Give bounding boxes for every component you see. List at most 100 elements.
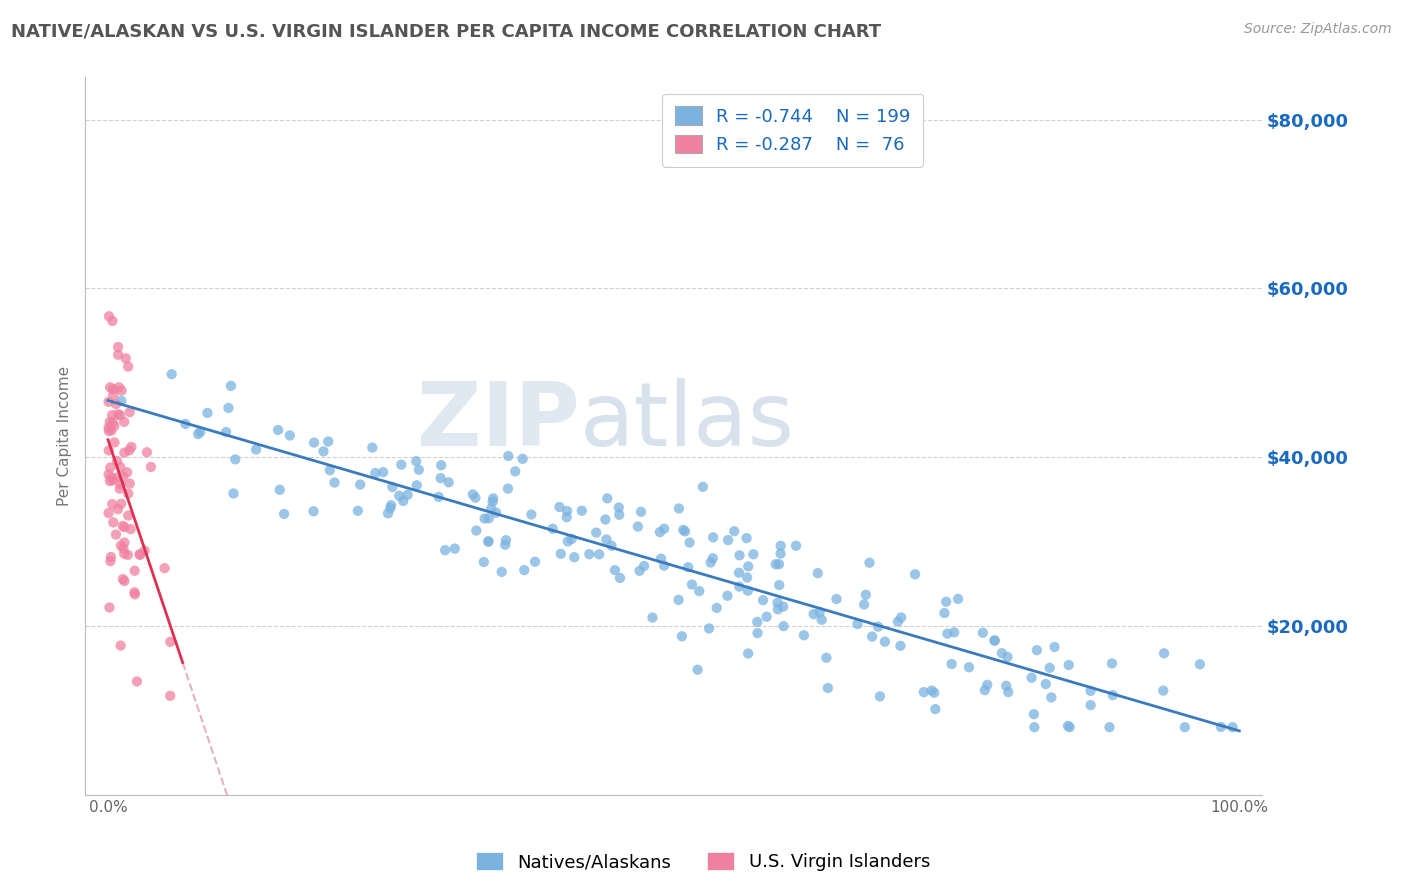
Point xyxy=(101,314,124,328)
Point xyxy=(692,480,714,494)
Point xyxy=(112,547,135,561)
Point xyxy=(219,379,242,393)
Point xyxy=(108,409,131,423)
Point xyxy=(347,504,370,518)
Point xyxy=(652,558,675,573)
Point xyxy=(513,563,536,577)
Text: Source: ZipAtlas.com: Source: ZipAtlas.com xyxy=(1244,22,1392,37)
Point xyxy=(585,525,607,540)
Point xyxy=(702,530,724,544)
Point xyxy=(976,678,998,692)
Point xyxy=(104,397,127,411)
Point xyxy=(603,563,626,577)
Point xyxy=(364,466,387,480)
Point xyxy=(936,626,959,640)
Point xyxy=(768,558,790,572)
Point xyxy=(887,615,910,629)
Point xyxy=(112,415,135,429)
Point xyxy=(562,550,585,565)
Point xyxy=(752,593,775,607)
Point xyxy=(273,507,295,521)
Point xyxy=(405,454,427,468)
Point xyxy=(702,551,724,566)
Point xyxy=(807,566,830,581)
Point xyxy=(120,440,142,454)
Point xyxy=(222,486,245,500)
Point xyxy=(136,445,159,459)
Point xyxy=(278,428,301,442)
Point xyxy=(100,471,122,485)
Point xyxy=(494,538,516,552)
Point xyxy=(97,506,120,520)
Point xyxy=(946,591,969,606)
Point xyxy=(609,571,631,585)
Point xyxy=(524,555,547,569)
Point xyxy=(1057,719,1080,733)
Point xyxy=(117,359,139,374)
Point xyxy=(107,340,129,354)
Point xyxy=(100,549,122,564)
Point xyxy=(97,467,120,482)
Point xyxy=(361,441,384,455)
Point xyxy=(1101,688,1123,702)
Point xyxy=(600,539,623,553)
Point xyxy=(890,610,912,624)
Point xyxy=(512,451,534,466)
Point xyxy=(118,405,141,419)
Point xyxy=(105,470,128,484)
Point xyxy=(995,679,1018,693)
Point xyxy=(474,511,496,525)
Point xyxy=(706,601,728,615)
Point xyxy=(389,458,412,472)
Point xyxy=(479,501,502,516)
Point xyxy=(924,702,946,716)
Point xyxy=(100,554,122,568)
Point xyxy=(97,421,120,435)
Legend: R = -0.744    N = 199, R = -0.287    N =  76: R = -0.744 N = 199, R = -0.287 N = 76 xyxy=(662,94,924,167)
Point xyxy=(555,504,578,518)
Point xyxy=(699,556,721,570)
Point xyxy=(503,464,526,478)
Point xyxy=(159,689,181,703)
Point xyxy=(1222,720,1244,734)
Point xyxy=(381,480,404,494)
Point xyxy=(1101,657,1123,671)
Point xyxy=(103,516,125,530)
Point xyxy=(461,487,484,501)
Point xyxy=(112,541,135,556)
Point xyxy=(117,486,139,500)
Point xyxy=(686,663,709,677)
Point xyxy=(735,570,758,584)
Point xyxy=(302,435,325,450)
Point xyxy=(482,491,505,506)
Point xyxy=(443,541,465,556)
Point xyxy=(107,407,129,421)
Point xyxy=(108,380,131,394)
Point xyxy=(103,418,125,433)
Point xyxy=(723,524,745,539)
Point xyxy=(1080,698,1102,713)
Point xyxy=(671,629,693,643)
Point xyxy=(737,647,759,661)
Point xyxy=(128,547,150,561)
Point xyxy=(371,465,394,479)
Point xyxy=(630,505,652,519)
Point xyxy=(561,532,583,546)
Point xyxy=(110,639,132,653)
Point xyxy=(588,547,610,561)
Point xyxy=(153,561,176,575)
Point xyxy=(159,635,181,649)
Point xyxy=(139,459,162,474)
Point xyxy=(772,599,794,614)
Point xyxy=(668,593,690,607)
Point xyxy=(1080,684,1102,698)
Point xyxy=(681,577,703,591)
Point xyxy=(104,527,127,541)
Point xyxy=(429,471,451,485)
Point xyxy=(224,452,246,467)
Point xyxy=(101,474,124,488)
Point xyxy=(101,382,124,396)
Point xyxy=(766,596,789,610)
Point xyxy=(550,547,572,561)
Point xyxy=(98,600,121,615)
